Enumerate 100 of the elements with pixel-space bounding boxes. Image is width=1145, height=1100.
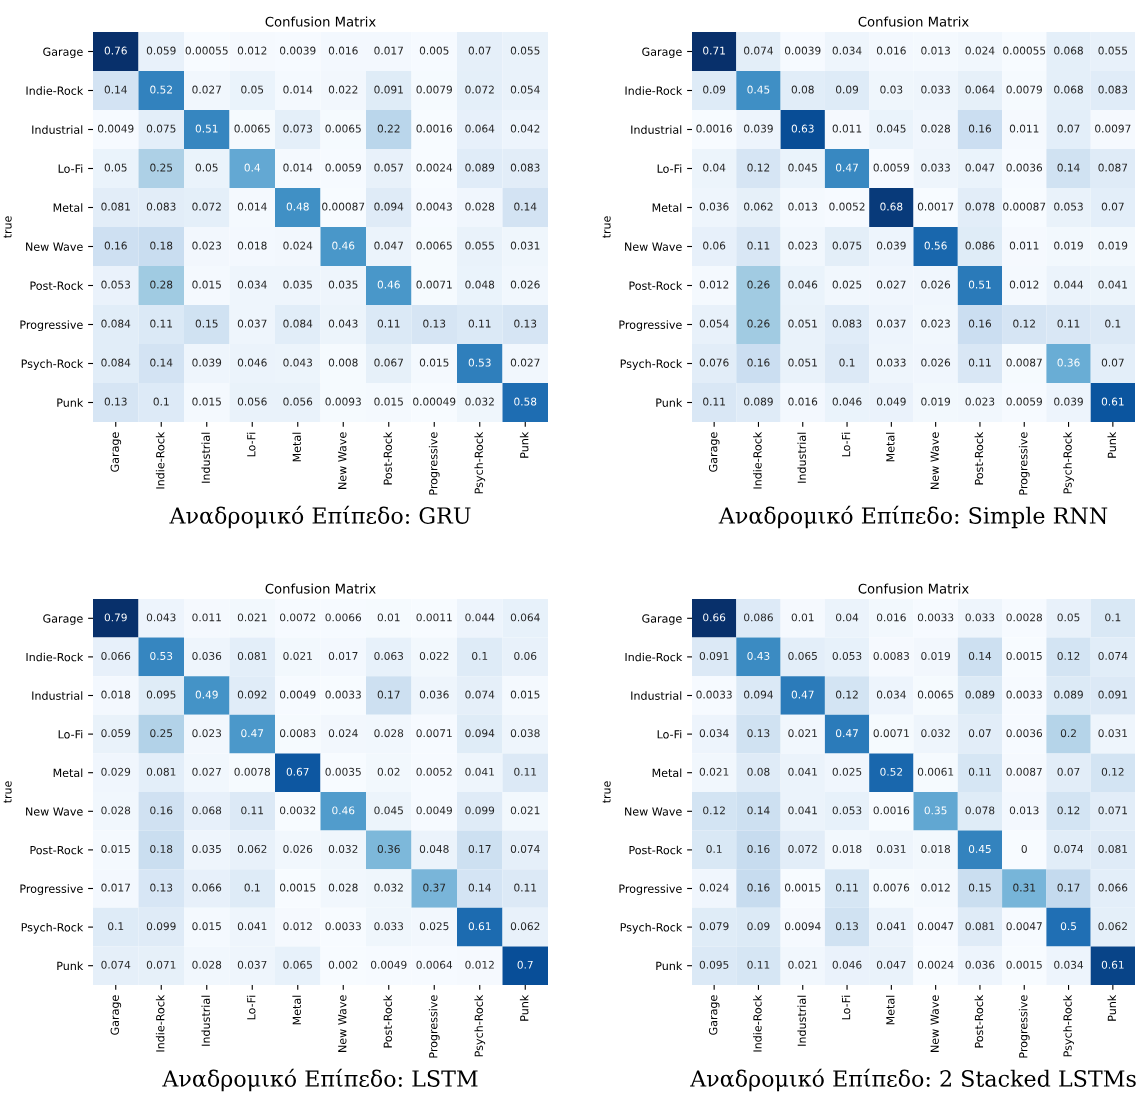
data-label: 0.018 (237, 241, 267, 250)
data-label: 0.0076 (873, 883, 910, 892)
data-label: 0.019 (921, 397, 951, 406)
x-tick-label: Punk (1107, 994, 1117, 1021)
y-tick-label: Indie-Rock (625, 652, 683, 662)
data-label: 0.12 (1101, 767, 1124, 776)
data-label: 0.05 (104, 163, 127, 172)
data-label: 0.081 (237, 651, 267, 660)
data-label: 0.01 (377, 613, 400, 622)
data-label: 0.071 (1098, 806, 1127, 815)
data-label: 0.13 (423, 319, 446, 328)
data-label: 0.035 (283, 280, 312, 289)
data-label: 0.37 (423, 883, 446, 892)
data-label: 0.0083 (279, 729, 316, 738)
data-label: 0.081 (1098, 844, 1127, 853)
x-tick-label: Metal (292, 995, 301, 1025)
data-label: 0.041 (876, 922, 906, 931)
data-label: 0.0047 (917, 922, 954, 931)
data-label: 0.47 (835, 163, 858, 172)
data-label: 0.014 (283, 85, 313, 94)
data-label: 0.49 (195, 690, 218, 699)
data-label: 0.0052 (416, 767, 452, 776)
data-label: 0.013 (921, 46, 950, 55)
x-tick-label: New Wave (338, 432, 347, 489)
data-label: 0.61 (468, 922, 491, 931)
data-label: 0.0087 (1006, 767, 1042, 776)
data-label: 0.072 (465, 85, 494, 94)
data-label: 0.039 (192, 358, 222, 367)
data-label: 0.11 (747, 241, 770, 250)
data-label: 0.091 (374, 85, 403, 94)
y-tick-label: Lo-Fi (657, 164, 682, 173)
data-label: 0.13 (747, 729, 770, 738)
data-label: 0.047 (374, 241, 403, 250)
data-label: 0.034 (832, 46, 862, 55)
data-label: 0.024 (283, 241, 313, 250)
data-label: 0.14 (150, 358, 173, 367)
data-label: 0.01 (791, 613, 814, 622)
data-label: 0.0015 (279, 883, 316, 892)
data-label: 0.073 (283, 124, 313, 133)
data-label: 0.068 (1054, 85, 1083, 94)
data-label: 0.033 (876, 358, 906, 367)
data-label: 0.04 (703, 163, 726, 172)
data-label: 0.027 (510, 358, 540, 367)
data-label: 0.054 (510, 85, 540, 94)
y-tick-label: Metal (652, 203, 682, 212)
y-tick-label: Industrial (32, 691, 83, 700)
x-tick-label: Progressive (428, 995, 440, 1058)
data-label: 0.028 (921, 124, 951, 133)
data-label: 0.066 (1098, 883, 1128, 892)
x-tick-label: New Wave (338, 995, 347, 1052)
x-tick-label: New Wave (930, 995, 939, 1052)
data-label: 0.078 (965, 806, 995, 815)
data-label: 0.1 (108, 922, 124, 931)
data-label: 0.027 (876, 280, 906, 289)
y-tick-label: Lo-Fi (657, 729, 682, 739)
data-label: 0.14 (514, 202, 537, 211)
data-label: 0.011 (192, 613, 221, 622)
data-label: 0.019 (1098, 241, 1128, 250)
data-label: 0.11 (514, 767, 537, 776)
data-label: 0.056 (283, 397, 313, 406)
data-label: 0.054 (699, 319, 729, 328)
data-label: 0.029 (101, 767, 131, 776)
data-label: 0.26 (747, 319, 770, 328)
data-label: 0.0036 (1006, 729, 1043, 738)
data-label: 0.021 (510, 806, 540, 815)
data-label: 0.13 (104, 397, 127, 406)
data-label: 0.1 (839, 358, 855, 367)
data-label: 0.16 (747, 358, 770, 367)
data-label: 0.089 (965, 690, 995, 699)
data-label: 0.11 (747, 960, 770, 969)
x-tick-label: Post-Rock (974, 994, 984, 1048)
data-label: 0.089 (1054, 690, 1083, 699)
data-label: 0.068 (192, 806, 222, 815)
y-tick-label: Post-Rock (30, 845, 84, 855)
data-label: 0.00049 (413, 397, 456, 406)
data-label: 0.091 (699, 651, 729, 660)
data-label: 0.026 (921, 358, 951, 367)
data-label: 0.062 (510, 922, 540, 931)
data-label: 0.026 (921, 280, 951, 289)
data-label: 0.51 (968, 280, 991, 289)
data-label: 0.0033 (917, 613, 954, 622)
data-label: 0.043 (146, 613, 176, 622)
data-label: 0.045 (876, 124, 906, 133)
data-label: 0.027 (192, 85, 221, 94)
y-tick-label: Indie-Rock (26, 86, 84, 95)
data-label: 0.35 (924, 806, 947, 815)
y-tick-label: Garage (43, 614, 83, 625)
y-tick-label: Progressive (619, 884, 682, 896)
x-tick-label: Industrial (201, 995, 210, 1046)
data-label: 0.023 (192, 729, 222, 738)
data-label: 0.022 (419, 651, 449, 660)
x-tick-label: Lo-Fi (246, 995, 256, 1020)
data-label: 0.4 (244, 163, 261, 172)
data-label: 0.17 (468, 844, 491, 853)
data-label: 0.22 (377, 124, 400, 133)
data-label: 0.14 (104, 85, 127, 94)
data-label: 0.12 (703, 806, 725, 815)
data-label: 0.041 (788, 806, 817, 815)
x-tick-label: Punk (519, 431, 529, 458)
data-label: 0.16 (747, 844, 770, 853)
